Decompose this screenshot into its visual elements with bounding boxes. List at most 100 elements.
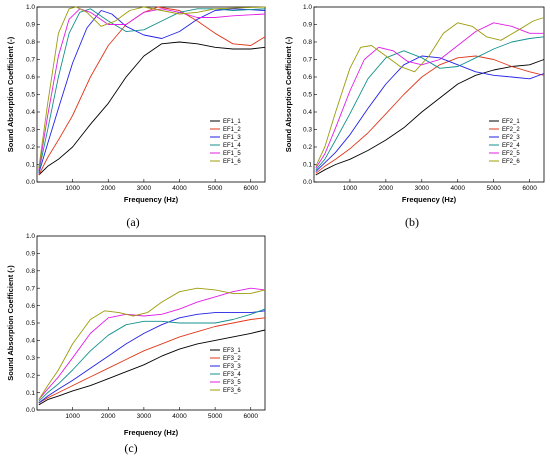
y-tick-label: 0.3 xyxy=(303,127,312,134)
legend-label: EF1_2 xyxy=(223,127,241,133)
series-line-ef2-5 xyxy=(315,22,544,169)
series-line-ef1-3 xyxy=(38,8,266,174)
x-tick-label: 6000 xyxy=(244,185,259,192)
y-tick-label: 0.8 xyxy=(303,39,312,46)
y-tick-label: 1.0 xyxy=(303,4,312,11)
y-tick-label: 0.4 xyxy=(26,338,35,345)
legend: EF3_1 EF3_2 EF3_3 EF3_4 EF3_5 EF3_6 xyxy=(210,348,241,394)
y-tick-label: 0.2 xyxy=(26,372,35,379)
panel-caption: (a) xyxy=(126,215,139,229)
panel-c: 0.0 0.1 0.2 0.3 0.4 0.5 0.6 0.7 0.8 0.9 1.0 1000 20… xyxy=(6,233,266,455)
y-tick-label: 0.7 xyxy=(303,57,312,64)
legend-label: EF2_4 xyxy=(502,143,520,149)
series-line-ef2-2 xyxy=(315,55,545,174)
series-line-ef1-1 xyxy=(38,41,266,176)
series-line-ef3-4 xyxy=(38,308,266,402)
legend-label: EF3_5 xyxy=(223,380,241,386)
x-tick-label: 2000 xyxy=(101,185,116,192)
series-line-ef1-6 xyxy=(38,6,266,169)
x-tick-label: 4000 xyxy=(172,413,187,420)
y-tick-label: 0.5 xyxy=(26,320,35,327)
series-line-ef2-1 xyxy=(315,59,545,176)
y-tick-label: 0.0 xyxy=(303,179,312,186)
series-line-ef2-3 xyxy=(315,55,545,172)
series-line-ef1-4 xyxy=(38,8,266,172)
x-tick-label: 5000 xyxy=(486,185,501,192)
legend-label: EF3_4 xyxy=(223,372,241,378)
legend-label: EF3_2 xyxy=(223,356,241,362)
legend-label: EF1_4 xyxy=(223,143,241,149)
x-tick-label: 2000 xyxy=(379,185,394,192)
y-tick-label: 0.6 xyxy=(303,74,312,81)
legend-label: EF2_2 xyxy=(502,127,520,133)
legend-label: EF1_5 xyxy=(223,151,241,157)
x-tick-label: 1000 xyxy=(343,185,358,192)
y-axis-label: Sound Absorption Coefficient (-) xyxy=(6,36,15,152)
x-tick-label: 3000 xyxy=(415,185,430,192)
x-tick-label: 1000 xyxy=(65,413,80,420)
y-tick-label: 0.1 xyxy=(303,162,312,169)
legend-label: EF2_3 xyxy=(502,135,520,141)
series-line-ef3-1 xyxy=(38,329,266,406)
x-axis-label: Frequency (Hz) xyxy=(124,195,179,204)
y-tick-label: 0.0 xyxy=(26,179,35,186)
y-axis-label: Sound Absorption Coefficient (-) xyxy=(6,265,15,381)
series-line-ef2-4 xyxy=(315,36,545,171)
y-tick-label: 0.3 xyxy=(26,127,35,134)
legend-label: EF1_1 xyxy=(223,119,241,125)
y-tick-label: 0.8 xyxy=(26,39,35,46)
y-tick-label: 0.3 xyxy=(26,355,35,362)
series-line-ef3-6 xyxy=(38,287,266,400)
series-line-ef3-5 xyxy=(38,287,266,400)
panel-b: 0.0 0.1 0.2 0.3 0.4 0.5 0.6 0.7 0.8 0.9 1.0 1000 20… xyxy=(284,4,545,229)
y-tick-label: 0.5 xyxy=(26,92,35,99)
y-tick-label: 0.4 xyxy=(26,109,35,116)
legend-label: EF3_6 xyxy=(223,388,241,394)
x-axis-label: Frequency (Hz) xyxy=(402,195,457,204)
x-tick-label: 4000 xyxy=(451,185,466,192)
y-tick-label: 0.7 xyxy=(26,285,35,292)
x-tick-label: 3000 xyxy=(137,413,152,420)
panel-a: 0.0 0.1 0.2 0.3 0.4 0.5 0.6 0.7 0.8 0.9 1.0 1000 20… xyxy=(6,4,266,229)
legend-label: EF2_6 xyxy=(502,159,520,165)
y-tick-label: 0.6 xyxy=(26,74,35,81)
legend: EF2_1 EF2_2 EF2_3 EF2_4 EF2_5 EF2_6 xyxy=(489,119,520,165)
series-line-ef3-2 xyxy=(38,317,266,404)
legend-label: EF3_3 xyxy=(223,364,241,370)
x-tick-label: 6000 xyxy=(522,185,537,192)
series-line-ef1-5 xyxy=(38,8,266,170)
y-tick-label: 0.9 xyxy=(303,22,312,29)
y-tick-label: 0.5 xyxy=(303,92,312,99)
y-tick-label: 0.0 xyxy=(26,407,35,414)
y-tick-label: 0.2 xyxy=(303,144,312,151)
x-tick-label: 2000 xyxy=(101,413,116,420)
x-tick-label: 3000 xyxy=(137,185,152,192)
series-line-ef2-6 xyxy=(315,17,545,167)
x-tick-label: 1000 xyxy=(65,185,80,192)
y-tick-label: 0.8 xyxy=(26,268,35,275)
x-tick-label: 6000 xyxy=(244,413,259,420)
y-tick-label: 0.2 xyxy=(26,144,35,151)
legend-label: EF2_5 xyxy=(502,151,520,157)
y-axis-label: Sound Absorption Coefficient (-) xyxy=(284,36,293,152)
y-tick-label: 1.0 xyxy=(26,4,35,11)
legend-label: EF1_3 xyxy=(223,135,241,141)
series-line-ef1-2 xyxy=(38,6,266,176)
y-tick-label: 0.9 xyxy=(26,22,35,29)
x-tick-label: 5000 xyxy=(208,413,223,420)
x-tick-label: 4000 xyxy=(172,185,187,192)
legend-label: EF2_1 xyxy=(502,119,520,125)
y-tick-label: 0.4 xyxy=(303,109,312,116)
y-tick-label: 0.1 xyxy=(26,390,35,397)
y-tick-label: 0.9 xyxy=(26,251,35,258)
panel-caption: (c) xyxy=(124,441,137,455)
legend: EF1_1 EF1_2 EF1_3 EF1_4 EF1_5 EF1_6 xyxy=(210,119,241,165)
panel-caption: (b) xyxy=(405,215,419,229)
legend-label: EF3_1 xyxy=(223,348,241,354)
x-axis-label: Frequency (Hz) xyxy=(124,428,179,437)
y-tick-label: 0.6 xyxy=(26,303,35,310)
y-tick-label: 0.7 xyxy=(26,57,35,64)
series-line-ef3-3 xyxy=(38,310,266,404)
x-tick-label: 5000 xyxy=(208,185,223,192)
